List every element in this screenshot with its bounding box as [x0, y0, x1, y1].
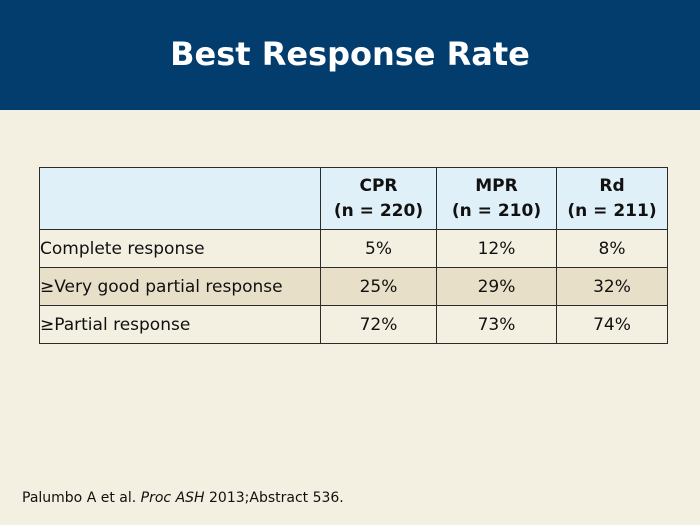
table-cell: 72% — [320, 305, 437, 344]
table-cell: 74% — [556, 305, 668, 344]
row-label: ≥Very good partial response — [39, 267, 321, 306]
citation-authors: Palumbo A et al. — [22, 490, 137, 506]
column-header-cpr: CPR (n = 220) — [320, 167, 437, 230]
column-header-name: CPR — [359, 175, 398, 196]
table-row: ≥Very good partial response 25% 29% 32% — [39, 267, 668, 306]
table-row: ≥Partial response 72% 73% 74% — [39, 305, 668, 344]
column-header-count: (n = 220) — [333, 200, 424, 221]
column-header-name: Rd — [599, 175, 625, 196]
column-header-name: MPR — [475, 175, 518, 196]
row-label: Complete response — [39, 229, 321, 268]
row-label: ≥Partial response — [39, 305, 321, 344]
slide-header: Best Response Rate — [0, 0, 700, 110]
table-cell: 12% — [436, 229, 557, 268]
slide-title: Best Response Rate — [170, 35, 530, 73]
column-header-rd: Rd (n = 211) — [556, 167, 668, 230]
table-cell: 32% — [556, 267, 668, 306]
column-header-count: (n = 210) — [451, 200, 542, 221]
citation-journal: Proc ASH — [140, 490, 205, 506]
table-row: Complete response 5% 12% 8% — [39, 229, 668, 268]
table-cell: 73% — [436, 305, 557, 344]
response-rate-table: CPR (n = 220) MPR (n = 210) Rd (n = 211)… — [39, 167, 668, 344]
table-header-row: CPR (n = 220) MPR (n = 210) Rd (n = 211) — [39, 167, 668, 230]
table-cell: 25% — [320, 267, 437, 306]
column-header-count: (n = 211) — [567, 200, 657, 221]
table-cell: 29% — [436, 267, 557, 306]
table-corner-cell — [39, 167, 321, 230]
citation-details: 2013;Abstract 536. — [209, 490, 344, 506]
table-cell: 8% — [556, 229, 668, 268]
table-cell: 5% — [320, 229, 437, 268]
citation: Palumbo A et al. Proc ASH 2013;Abstract … — [22, 490, 344, 506]
column-header-mpr: MPR (n = 210) — [436, 167, 557, 230]
